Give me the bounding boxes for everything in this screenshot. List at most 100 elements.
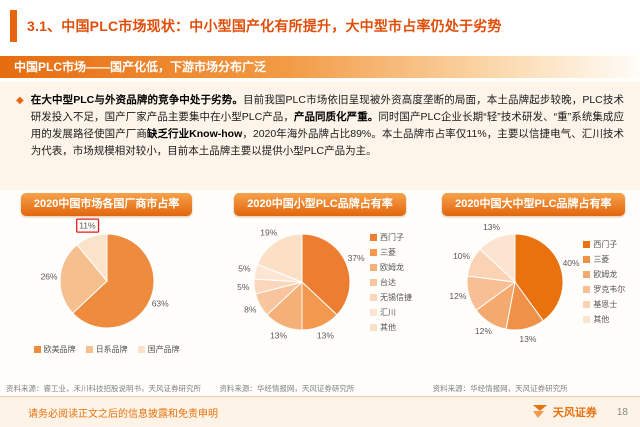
chart-title-large-plc: 2020中国大中型PLC品牌占有率 <box>442 193 625 216</box>
chart-title-country-share: 2020中国市场各国厂商市占率 <box>20 193 193 216</box>
legend-swatch <box>33 346 41 353</box>
highlight-box <box>75 218 99 233</box>
legend-swatch <box>369 233 377 241</box>
legend-country-share: 欧美品牌 日系品牌 国产品牌 <box>33 344 180 355</box>
pie-slice <box>71 233 155 329</box>
pie-label: 10% <box>453 251 470 261</box>
legend-item: 罗克韦尔 <box>583 284 625 295</box>
legend-swatch <box>369 308 377 316</box>
legend-swatch <box>85 346 93 353</box>
pie-slice <box>514 233 564 322</box>
legend-label: 欧姆龙 <box>593 270 618 279</box>
pie-label: 37% <box>348 253 365 263</box>
legend-swatch <box>583 241 591 248</box>
pie-label: 63% <box>151 298 168 308</box>
page-number: 18 <box>616 406 628 418</box>
pie-label: 5% <box>238 263 251 273</box>
legend-label: 其他 <box>593 315 610 324</box>
section-banner: 中国PLC市场——国产化低，下游市场分布广泛 <box>0 56 640 78</box>
legend-item: 日系品牌 <box>85 344 128 355</box>
chart-col-large-plc: 2020中国大中型PLC品牌占有率 40% 13% 12% 12% 10% 13% 西门子… <box>427 193 640 396</box>
pie-label: 26% <box>40 272 57 282</box>
legend-label: 基恩士 <box>593 300 618 309</box>
pie-label: 19% <box>260 227 277 237</box>
charts-row: 2020中国市场各国厂商市占率 63% 26% 11% 欧美品牌 日系品牌 国产品牌 资… <box>0 193 640 396</box>
legend-swatch <box>369 263 377 271</box>
legend-label: 西门子 <box>593 240 618 249</box>
pie-label: 8% <box>244 305 257 315</box>
legend-item: 西门子 <box>369 232 412 243</box>
pie-label: 12% <box>450 291 467 301</box>
legend-label: 欧美品牌 <box>43 345 76 354</box>
legend-swatch <box>583 316 591 323</box>
pie-label: 13% <box>520 334 537 344</box>
legend-label: 无锡信捷 <box>379 292 412 302</box>
paragraph-segment: 在大中型PLC与外资品牌的竞争中处于劣势。 <box>30 94 244 106</box>
pie-slice <box>256 233 303 283</box>
legend-item: 西门子 <box>583 239 625 250</box>
pie-slice <box>59 244 108 314</box>
source-note-3: 资料来源：华经情报网，天风证券研究所 <box>432 384 568 393</box>
summary-paragraph: 在大中型PLC与外资品牌的竞争中处于劣势。目前我国PLC市场依旧呈现被外资高度垄… <box>31 92 624 190</box>
paragraph-segment: 同时国产PLC企业长期“轻”技术研发、“重”系统集成应用的发展路径使国产厂商 <box>30 111 624 140</box>
legend-small-plc: 西门子三菱欧姆龙台达无锡信捷汇川其他 <box>369 232 412 333</box>
page-title: 3.1、中国PLC市场现状：中小型国产化有所提升，大中型市占率仍处于劣势 <box>27 18 502 34</box>
pie-slice <box>75 233 108 283</box>
paragraph-segment: 产品同质化严重。 <box>293 111 379 123</box>
pie-chart-small-plc: 37% 13% 13% 8% 5% 5% 19% <box>237 227 365 340</box>
legend-item: 基恩士 <box>583 299 625 310</box>
tianfeng-logo-icon <box>532 405 547 418</box>
chart-col-small-plc: 2020中国小型PLC品牌占有率 37% 13% 13% 8% 5% 5% 19% 西门子三… <box>213 193 426 396</box>
legend-item: 欧姆龙 <box>369 262 412 273</box>
source-note-2: 资料来源：华经情报网，天风证券研究所 <box>219 384 355 393</box>
legend-swatch <box>369 323 377 331</box>
legend-item: 无锡信捷 <box>369 292 412 303</box>
legend-label: 三菱 <box>379 247 396 257</box>
legend-swatch <box>583 286 591 293</box>
legend-label: 罗克韦尔 <box>593 285 626 294</box>
pie-chart-large-plc: 40% 13% 12% 12% 10% 13% <box>450 222 581 344</box>
legend-label: 日系品牌 <box>95 345 128 354</box>
legend-label: 汇川 <box>379 307 396 317</box>
legend-swatch <box>583 271 591 278</box>
legend-swatch <box>583 256 591 263</box>
brand-name: 天风证券 <box>552 407 597 419</box>
pie-slice <box>479 233 516 284</box>
summary-panel: ◆ 在大中型PLC与外资品牌的竞争中处于劣势。目前我国PLC市场依旧呈现被外资高… <box>0 82 640 190</box>
legend-swatch <box>369 293 377 301</box>
legend-item: 欧美品牌 <box>33 344 76 355</box>
pie-label: 40% <box>563 258 580 268</box>
legend-item: 三菱 <box>583 254 625 265</box>
chart-col-country-share: 2020中国市场各国厂商市占率 63% 26% 11% 欧美品牌 日系品牌 国产品牌 资… <box>0 193 213 396</box>
legend-swatch <box>369 248 377 256</box>
pie-chart-country-share: 63% 26% 11% <box>40 218 169 329</box>
pie-label: 13% <box>483 222 500 232</box>
legend-large-plc: 西门子三菱欧姆龙罗克韦尔基恩士其他 <box>583 239 625 325</box>
legend-item: 欧姆龙 <box>583 269 625 280</box>
paragraph-segment: 缺乏行业Know-how <box>146 128 243 140</box>
pie-label: 5% <box>237 282 250 292</box>
legend-swatch <box>137 346 145 353</box>
source-note-1: 资料来源：睿工业，禾川科技招股说明书，天风证券研究所 <box>6 384 201 393</box>
section-banner-text: 中国PLC市场——国产化低，下游市场分布广泛 <box>14 60 267 74</box>
pie-label: 12% <box>475 326 492 336</box>
pie-slice <box>301 233 351 316</box>
pie-row-large-plc: 40% 13% 12% 12% 10% 13% 西门子三菱欧姆龙罗克韦尔基恩士其他 <box>441 216 626 348</box>
title-accent-bar <box>10 10 17 42</box>
paragraph-segment: 目前我国PLC市场依旧呈现被外资高度垄断的局面，本土品牌起步较晚，PLC技术研发… <box>30 94 624 123</box>
footer: 请务必阅读正文之后的信息披露和免责申明 天风证券 18 <box>0 396 640 427</box>
legend-item: 其他 <box>583 314 625 325</box>
legend-swatch <box>583 301 591 308</box>
pie-label: 13% <box>270 330 287 340</box>
legend-item: 台达 <box>369 277 412 288</box>
legend-label: 其他 <box>379 322 396 332</box>
pie-row-small-plc: 37% 13% 13% 8% 5% 5% 19% 西门子三菱欧姆龙台达无锡信捷汇川其他 <box>228 216 412 348</box>
legend-label: 三菱 <box>593 255 610 264</box>
paragraph-segment: ，2020年海外品牌占比89%。本土品牌市占率仅11%，主要以信捷电气、汇川技术… <box>30 128 624 157</box>
legend-label: 台达 <box>379 277 396 287</box>
legend-item: 其他 <box>369 322 412 333</box>
header: 3.1、中国PLC市场现状：中小型国产化有所提升，大中型市占率仍处于劣势 <box>0 0 640 52</box>
legend-item: 汇川 <box>369 307 412 318</box>
pie-label: 13% <box>317 330 334 340</box>
diamond-bullet-icon: ◆ <box>16 95 24 106</box>
